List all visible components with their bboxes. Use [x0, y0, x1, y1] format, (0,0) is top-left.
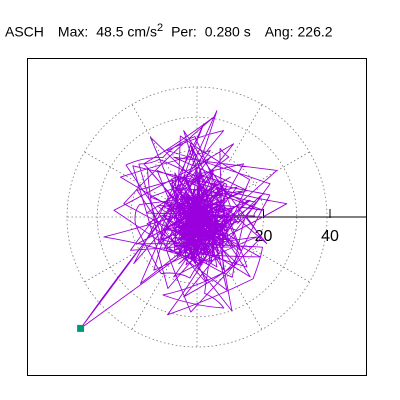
per-label: Per:: [171, 23, 197, 40]
end-marker: [77, 324, 85, 332]
grid-spoke-30: [196, 151, 310, 218]
ang-value: 226.2: [297, 23, 333, 40]
tick-label-40: 40: [321, 228, 339, 245]
grid-spoke-60: [196, 104, 263, 218]
marker-layer: [77, 324, 85, 332]
grid-spoke-300: [196, 216, 263, 330]
tick-label-20: 20: [255, 228, 273, 245]
chart-header: ASCH Max: 48.5 cm/s2 Per: 0.280 s Ang: 226.2: [5, 13, 400, 43]
grid-spoke-150: [84, 151, 198, 218]
station-label: ASCH: [5, 23, 44, 40]
grid-spoke-330: [196, 216, 310, 283]
max-value: 48.5 cm/s: [96, 23, 157, 40]
particle-motion-trace: [80, 110, 288, 329]
max-label: Max:: [57, 23, 89, 40]
ang-label: Ang:: [264, 23, 294, 40]
per-value: 0.280 s: [204, 23, 251, 40]
trace-layer: [80, 110, 288, 329]
max-exponent: 2: [156, 22, 164, 34]
